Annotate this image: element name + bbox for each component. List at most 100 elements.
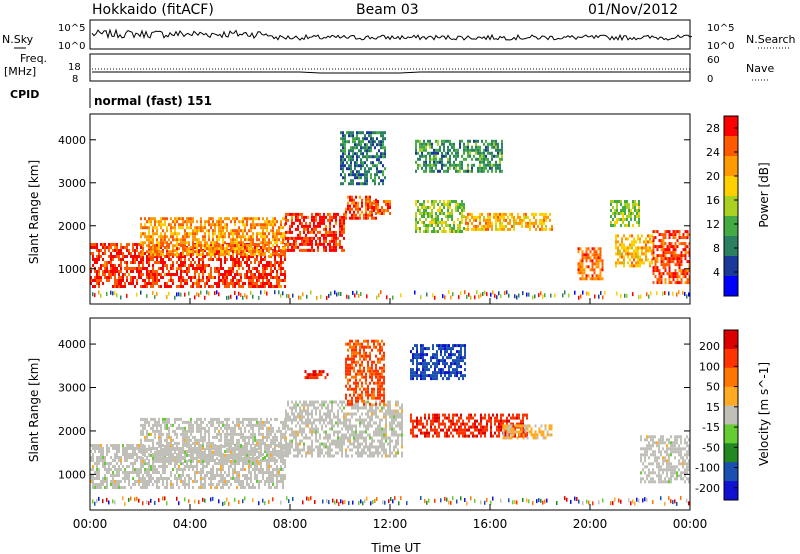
cell-0-1 — [196, 241, 198, 245]
clutter-0 — [400, 293, 402, 298]
cell-0-5 — [431, 209, 433, 212]
cell-0-8 — [364, 143, 366, 147]
cell-0-0 — [216, 267, 218, 270]
cell-0-0 — [256, 285, 258, 288]
cell-0-0 — [204, 249, 206, 252]
cell-0-2 — [315, 215, 317, 219]
cell-1-1 — [248, 459, 250, 463]
cell-0-11 — [676, 281, 679, 285]
cell-0-1 — [180, 241, 182, 245]
cell-1-1 — [194, 456, 196, 460]
cell-1-0 — [214, 486, 216, 489]
cell-1-0 — [164, 447, 166, 450]
cell-1-1 — [140, 438, 142, 442]
cell-0-12 — [622, 215, 624, 218]
cell-1-1 — [194, 441, 196, 445]
cell-0-5 — [429, 212, 431, 215]
cell-0-5 — [449, 200, 451, 203]
cell-0-1 — [186, 223, 188, 227]
cell-0-0 — [114, 243, 116, 246]
cell-0-1 — [182, 244, 184, 248]
cell-0-9 — [591, 262, 594, 266]
cell-0-7 — [487, 148, 489, 152]
cell-0-8 — [378, 131, 380, 135]
cell-0-2 — [329, 230, 331, 234]
cell-0-1 — [150, 241, 152, 245]
cell-0-0 — [204, 282, 206, 285]
cell-0-11 — [660, 254, 663, 258]
cell-0-8 — [342, 134, 344, 138]
cell-0-5 — [443, 200, 445, 203]
cell-0-11 — [668, 230, 671, 234]
cell-1-1 — [184, 432, 186, 436]
cell-1-1 — [204, 447, 206, 451]
cell-1-1 — [224, 453, 226, 457]
cell-1-0 — [234, 471, 236, 474]
cell-0-9 — [581, 250, 584, 254]
cell-1-1 — [178, 450, 180, 454]
cell-0-8 — [358, 173, 360, 177]
cell-1-0 — [184, 468, 186, 471]
cell-0-0 — [190, 246, 192, 249]
cell-0-5 — [429, 215, 431, 218]
cell-0-11 — [660, 248, 663, 252]
cell-1-0 — [96, 483, 98, 486]
cell-0-7 — [423, 139, 425, 143]
cell-0-0 — [118, 273, 120, 276]
cell-0-0 — [266, 282, 268, 285]
cell-0-8 — [384, 176, 386, 180]
cell-0-7 — [483, 154, 485, 158]
cell-1-0 — [128, 447, 130, 450]
cell-1-0 — [98, 447, 100, 450]
cell-0-1 — [194, 232, 196, 236]
cell-1-0 — [238, 459, 240, 462]
cell-0-0 — [138, 264, 140, 267]
cell-0-4 — [387, 209, 389, 212]
cell-0-1 — [196, 250, 198, 254]
cell-0-0 — [258, 279, 260, 282]
cell-0-1 — [186, 217, 188, 221]
cell-0-7 — [449, 160, 451, 164]
cell-0-6 — [479, 215, 481, 219]
cell-1-0 — [130, 453, 132, 456]
cell-0-9 — [585, 256, 588, 260]
cell-1-0 — [172, 468, 174, 471]
cell-1-0 — [92, 453, 94, 456]
cell-0-3 — [357, 204, 359, 208]
cell-0-6 — [501, 227, 503, 231]
cell-1-0 — [96, 477, 98, 480]
cell-0-12 — [610, 203, 612, 206]
cell-1-0 — [114, 486, 116, 489]
cell-0-0 — [166, 249, 168, 252]
cell-1-0 — [122, 453, 124, 456]
cell-0-0 — [258, 276, 260, 279]
cell-1-0 — [138, 468, 140, 471]
cell-0-7 — [459, 145, 461, 149]
cell-1-1 — [196, 429, 198, 433]
cell-1-1 — [160, 435, 162, 439]
cell-1-0 — [216, 468, 218, 471]
cell-0-1 — [276, 253, 278, 257]
cell-0-1 — [264, 238, 266, 242]
cell-1-0 — [92, 456, 94, 459]
clutter-0 — [282, 291, 284, 296]
cell-0-8 — [350, 155, 352, 159]
cell-0-1 — [210, 223, 212, 227]
cell-0-7 — [431, 142, 433, 146]
cell-0-0 — [188, 258, 190, 261]
cell-0-6 — [505, 224, 507, 228]
colorbar-segment — [724, 196, 738, 217]
cell-1-1 — [206, 444, 208, 448]
cell-0-1 — [200, 253, 202, 257]
cell-1-0 — [252, 483, 254, 486]
cell-1-1 — [158, 456, 160, 460]
cell-0-11 — [662, 251, 665, 255]
cell-1-0 — [118, 456, 120, 459]
cell-1-1 — [252, 450, 254, 454]
cell-0-0 — [122, 276, 124, 279]
cell-0-8 — [366, 170, 368, 174]
cell-0-0 — [198, 267, 200, 270]
cell-0-12 — [624, 218, 626, 221]
cell-0-7 — [421, 145, 423, 149]
cell-0-0 — [130, 270, 132, 273]
